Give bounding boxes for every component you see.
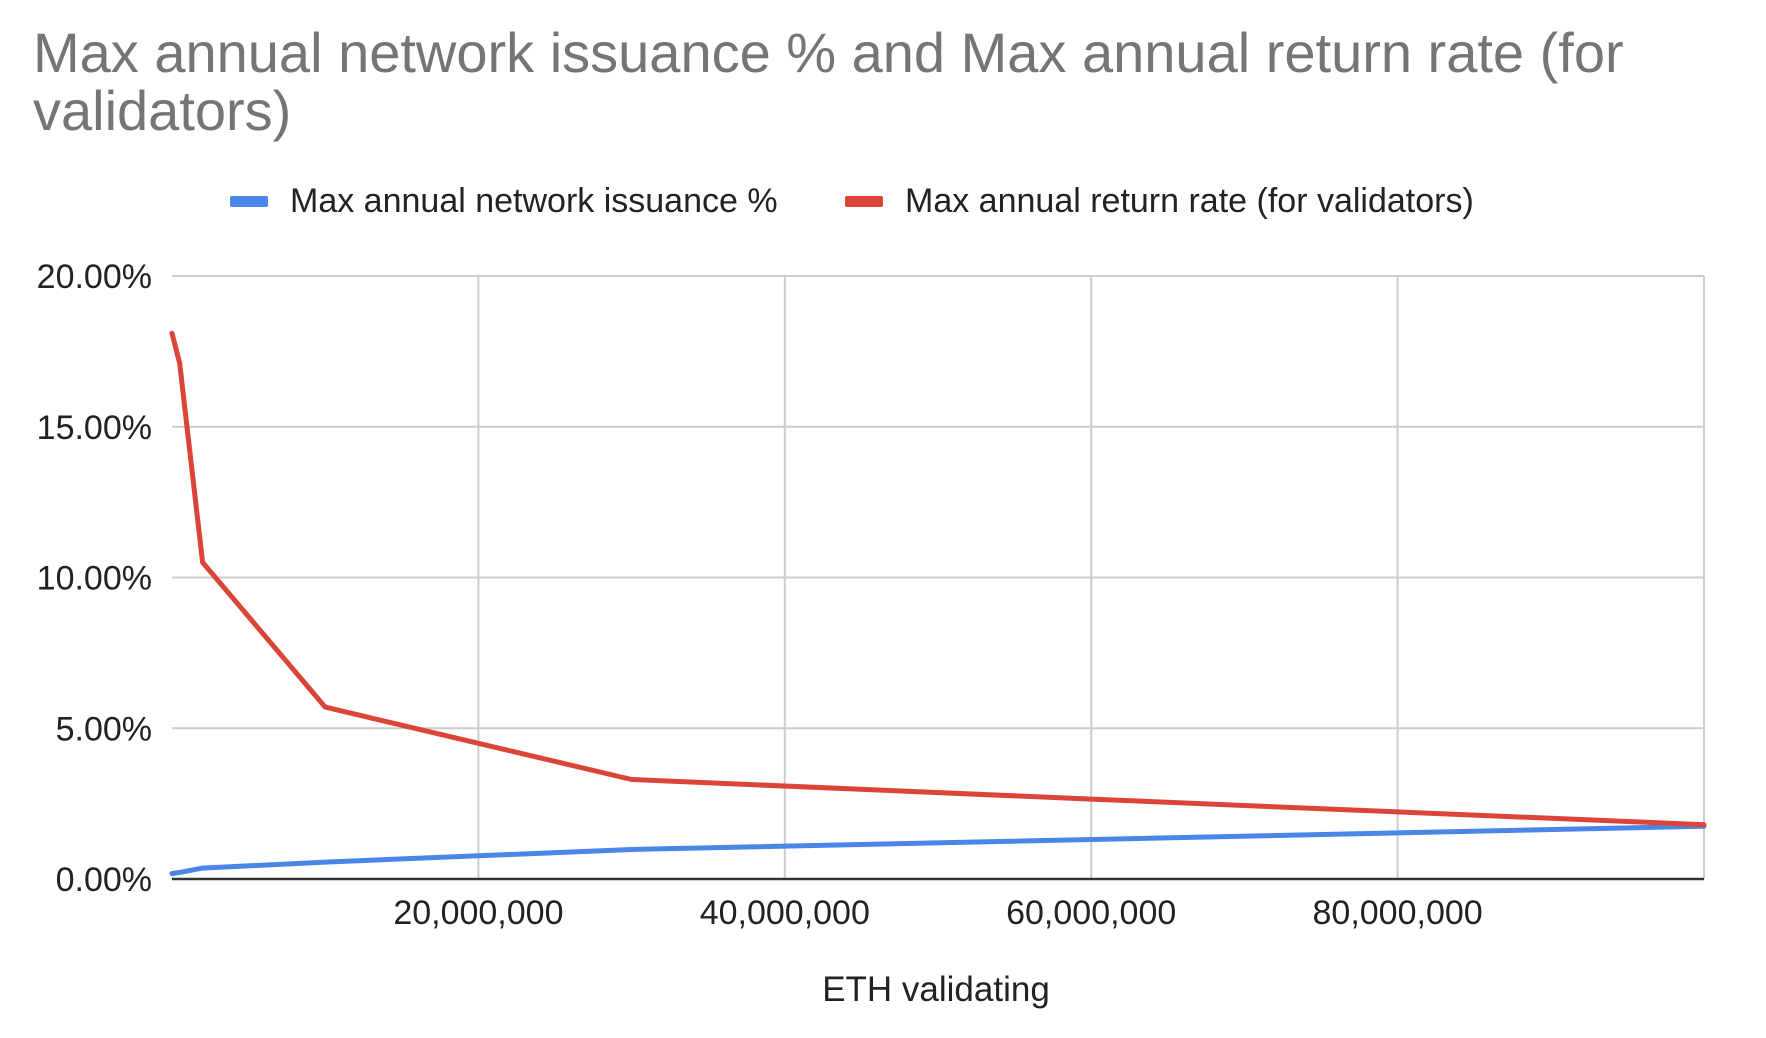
series-line-1: [169, 330, 1707, 828]
series-line-0: [169, 823, 1707, 877]
legend-item-issuance: Max annual network issuance %: [230, 182, 778, 221]
legend-label-issuance: Max annual network issuance %: [290, 182, 778, 220]
legend-item-return-rate: Max annual return rate (for validators): [845, 182, 1474, 221]
gridlines: [172, 275, 1705, 879]
x-tick-label: 80,000,000: [1313, 894, 1483, 932]
y-tick-label: 0.00%: [56, 861, 152, 899]
legend-label-return-rate: Max annual return rate (for validators): [905, 182, 1474, 220]
x-axis-title: ETH validating: [822, 970, 1050, 1009]
x-tick-label: 40,000,000: [700, 894, 870, 932]
chart-title: Max annual network issuance % and Max an…: [33, 21, 1624, 142]
y-tick-label: 10.00%: [37, 560, 152, 598]
y-tick-label: 20.00%: [37, 258, 152, 296]
x-tick-label: 20,000,000: [393, 894, 563, 932]
series-lines: [169, 330, 1707, 877]
legend-swatch-issuance: [230, 196, 268, 207]
y-tick-label: 15.00%: [37, 409, 152, 447]
y-tick-label: 5.00%: [56, 710, 152, 748]
legend-swatch-return-rate: [845, 196, 883, 207]
tick-labels: 0.00% 5.00% 10.00% 15.00% 20.00% 20,000,000 40…: [37, 258, 1483, 932]
x-tick-label: 60,000,000: [1006, 894, 1176, 932]
chart-legend: Max annual network issuance % Max annual…: [0, 182, 1766, 222]
